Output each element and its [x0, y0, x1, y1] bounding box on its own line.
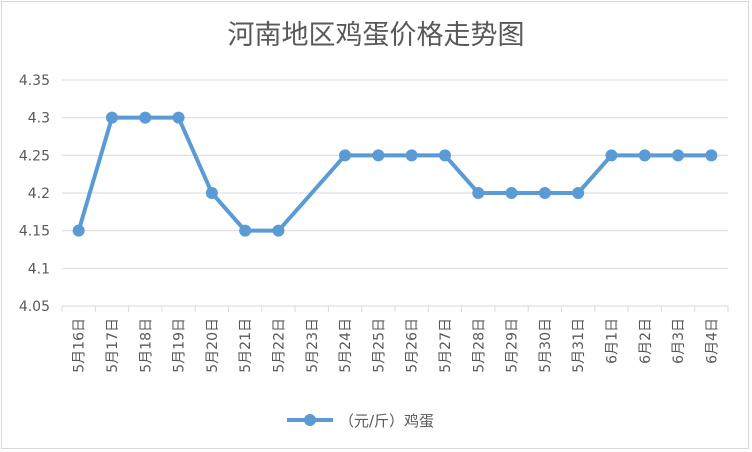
- y-tick-label: 4.3: [28, 111, 50, 127]
- chart-title: 河南地区鸡蛋价格走势图: [228, 20, 525, 51]
- x-tick-label: 6月1日: [604, 318, 620, 364]
- x-axis-ticks: 5月16日 5月17日 5月18日 5月19日 5月20日 5月21日 5月22日 5月23日…: [72, 318, 721, 373]
- x-tick-label: 5月23日: [305, 318, 321, 373]
- y-tick-label: 4.35: [19, 73, 50, 89]
- data-point: [239, 224, 252, 237]
- gridlines: [62, 79, 728, 307]
- y-axis-ticks: 4.05 4.1 4.15 4.2 4.25 4.3 4.35: [19, 73, 50, 315]
- data-point: [172, 111, 185, 124]
- data-point: [605, 149, 618, 162]
- x-tick-label: 5月26日: [405, 318, 421, 373]
- data-point: [672, 149, 685, 162]
- data-point: [438, 149, 451, 162]
- data-point: [472, 187, 485, 199]
- data-point: [72, 224, 85, 237]
- x-tick-label: 5月20日: [205, 318, 221, 373]
- x-tick-label: 6月4日: [704, 318, 720, 364]
- x-tick-label: 5月21日: [238, 318, 254, 373]
- x-tick-label: 6月3日: [671, 318, 687, 364]
- x-tick-label: 5月24日: [338, 318, 354, 373]
- data-point: [205, 187, 218, 199]
- x-tick-label: 5月27日: [438, 318, 454, 373]
- x-tick-label: 5月29日: [505, 318, 521, 373]
- y-tick-label: 4.15: [19, 224, 50, 240]
- data-point: [272, 224, 285, 237]
- y-tick-label: 4.1: [28, 261, 50, 277]
- x-tick-label: 5月28日: [471, 318, 487, 373]
- legend-marker: [304, 414, 316, 426]
- x-tick-label: 5月18日: [138, 318, 154, 373]
- legend: （元/斤）鸡蛋: [287, 412, 434, 430]
- data-point: [405, 149, 418, 162]
- series-line: [76, 115, 712, 233]
- x-tick-label: 5月30日: [538, 318, 554, 373]
- x-tick-label: 5月16日: [72, 318, 88, 373]
- x-tick-label: 5月31日: [571, 318, 587, 373]
- x-tick-label: 5月22日: [271, 318, 287, 373]
- y-tick-label: 4.05: [19, 299, 50, 315]
- y-tick-label: 4.25: [19, 148, 50, 164]
- data-point: [538, 187, 551, 199]
- data-point: [572, 187, 585, 199]
- x-tick-label: 5月19日: [172, 318, 188, 373]
- series-group: [72, 111, 718, 237]
- x-tick-label: 6月2日: [638, 318, 654, 364]
- data-point: [139, 111, 152, 124]
- legend-label: （元/斤）鸡蛋: [339, 412, 434, 430]
- data-point: [339, 149, 352, 162]
- data-point: [705, 149, 718, 162]
- data-point: [638, 149, 651, 162]
- data-point: [505, 187, 518, 199]
- data-point: [372, 149, 385, 162]
- data-point: [105, 111, 118, 124]
- y-tick-label: 4.2: [28, 186, 50, 202]
- x-axis: [61, 306, 729, 312]
- x-tick-label: 5月25日: [371, 318, 387, 373]
- x-tick-label: 5月17日: [105, 318, 121, 373]
